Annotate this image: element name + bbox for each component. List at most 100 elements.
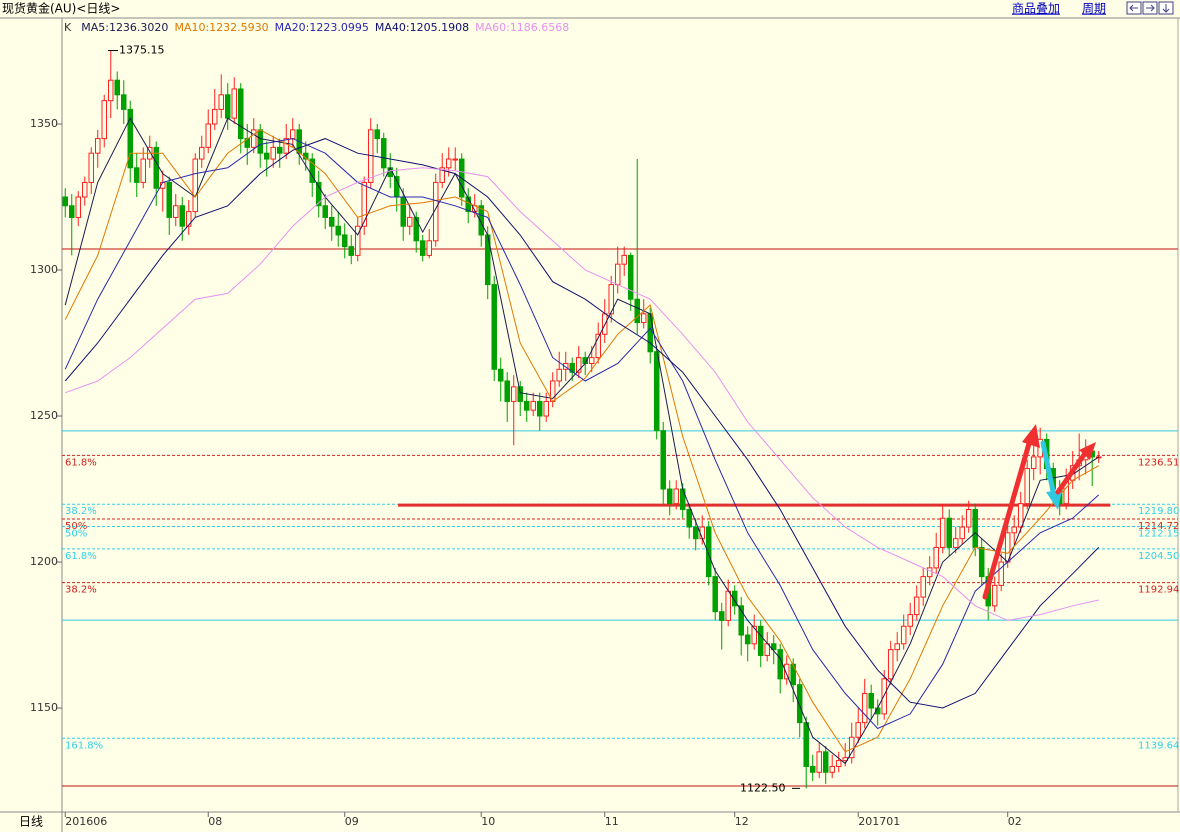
fib-ratio: 50%: [65, 521, 87, 532]
candle-body: [757, 625, 764, 656]
y-tick-label: 1300: [30, 263, 58, 276]
candle-body: [900, 625, 907, 645]
candle-body: [809, 765, 816, 773]
candle-body: [315, 181, 322, 207]
candle-body: [647, 313, 653, 353]
candle-body: [406, 216, 413, 227]
candle-body: [822, 751, 829, 773]
candle-body: [731, 590, 738, 607]
candle-body: [445, 158, 452, 169]
candle-body: [335, 225, 341, 236]
candle-body: [387, 167, 393, 178]
candle-body: [614, 263, 621, 286]
y-tick-label: 1350: [30, 117, 58, 130]
x-tick-label: 09: [345, 815, 359, 828]
candle-body: [1011, 526, 1017, 534]
fib-ratio: 161.8%: [65, 740, 103, 751]
candle-body: [991, 584, 998, 607]
candle-body: [712, 576, 718, 613]
legend-entry: MA10:1232.5930: [174, 21, 268, 34]
candle-body: [556, 368, 562, 382]
ma-line: [64, 138, 1100, 730]
candle-body: [250, 129, 257, 148]
candle-body: [939, 517, 946, 548]
candle-body: [94, 138, 101, 154]
candle-body: [75, 196, 81, 218]
candle-body: [114, 79, 120, 96]
candle-body: [348, 246, 354, 256]
period-button[interactable]: 周期: [1082, 2, 1106, 16]
candle-body: [127, 108, 133, 169]
candle-body: [575, 357, 582, 373]
candle-body: [413, 216, 419, 242]
fib-ratio: 50%: [65, 529, 87, 540]
ma-line: [65, 167, 1099, 621]
fib-price: 1236.51: [1138, 457, 1179, 468]
x-tick-label: 08: [208, 815, 222, 828]
candle-body: [1017, 503, 1024, 528]
candle-body: [536, 400, 543, 417]
legend-entry: MA20:1223.0995: [275, 21, 369, 34]
candle-body: [263, 152, 270, 160]
candle-label: K: [64, 21, 72, 34]
candle-body: [328, 216, 335, 227]
candle-body: [491, 284, 497, 370]
x-tick-label: 11: [605, 815, 619, 828]
candle-body: [452, 158, 458, 161]
candle-body: [504, 380, 510, 402]
x-tick-label: 12: [735, 815, 749, 828]
candle-body: [946, 517, 952, 548]
candle-body: [120, 94, 127, 110]
candle-body: [81, 181, 88, 198]
candle-body: [881, 678, 887, 715]
candle-body: [309, 158, 315, 183]
candle-body: [634, 298, 640, 324]
candle-body: [835, 760, 842, 767]
x-tick-label: 201701: [858, 815, 900, 828]
candle-body: [107, 79, 114, 102]
candle-body: [705, 526, 712, 578]
candle-body: [276, 146, 283, 154]
candle-body: [179, 205, 185, 227]
drawn-arrows: [982, 424, 1096, 600]
candle-body: [237, 88, 244, 140]
candle-body: [972, 508, 978, 548]
candle-body: [952, 538, 959, 548]
candle-body: [400, 196, 406, 227]
candle-body: [803, 722, 809, 767]
overlay-button[interactable]: 商品叠加: [1012, 1, 1060, 16]
candle-body: [666, 488, 673, 505]
candle-body: [153, 146, 159, 189]
candle-body: [1024, 468, 1030, 505]
candle-body: [88, 152, 94, 183]
candle-body: [608, 284, 614, 315]
candle-body: [439, 167, 445, 183]
fib-price: 1219.80: [1138, 506, 1179, 517]
candle-body: [692, 526, 699, 540]
y-tick-label: 1150: [30, 701, 58, 714]
candle-body: [543, 400, 549, 417]
candle-body: [62, 196, 68, 207]
candle-body: [816, 751, 822, 773]
fib-ratio: 61.8%: [65, 457, 97, 468]
candle-body: [686, 508, 692, 528]
legend-entry: MA60:1186.6568: [475, 21, 569, 34]
candle-body: [738, 605, 744, 636]
candle-body: [341, 234, 348, 248]
candle-body: [270, 146, 276, 160]
candle-body: [419, 240, 426, 256]
candle-body: [770, 643, 777, 651]
candle-body: [933, 546, 939, 569]
candle-body: [523, 400, 530, 411]
candle-body: [211, 108, 218, 125]
candle-body: [920, 576, 926, 598]
x-tick-label: 10: [481, 815, 495, 828]
legend-entry: MA5:1236.3020: [81, 21, 168, 34]
fib-ratio: 38.2%: [65, 506, 97, 517]
nav-icons[interactable]: [1126, 1, 1174, 15]
candle-body: [790, 663, 796, 686]
candle-body: [1030, 456, 1037, 470]
candle-body: [224, 94, 231, 119]
